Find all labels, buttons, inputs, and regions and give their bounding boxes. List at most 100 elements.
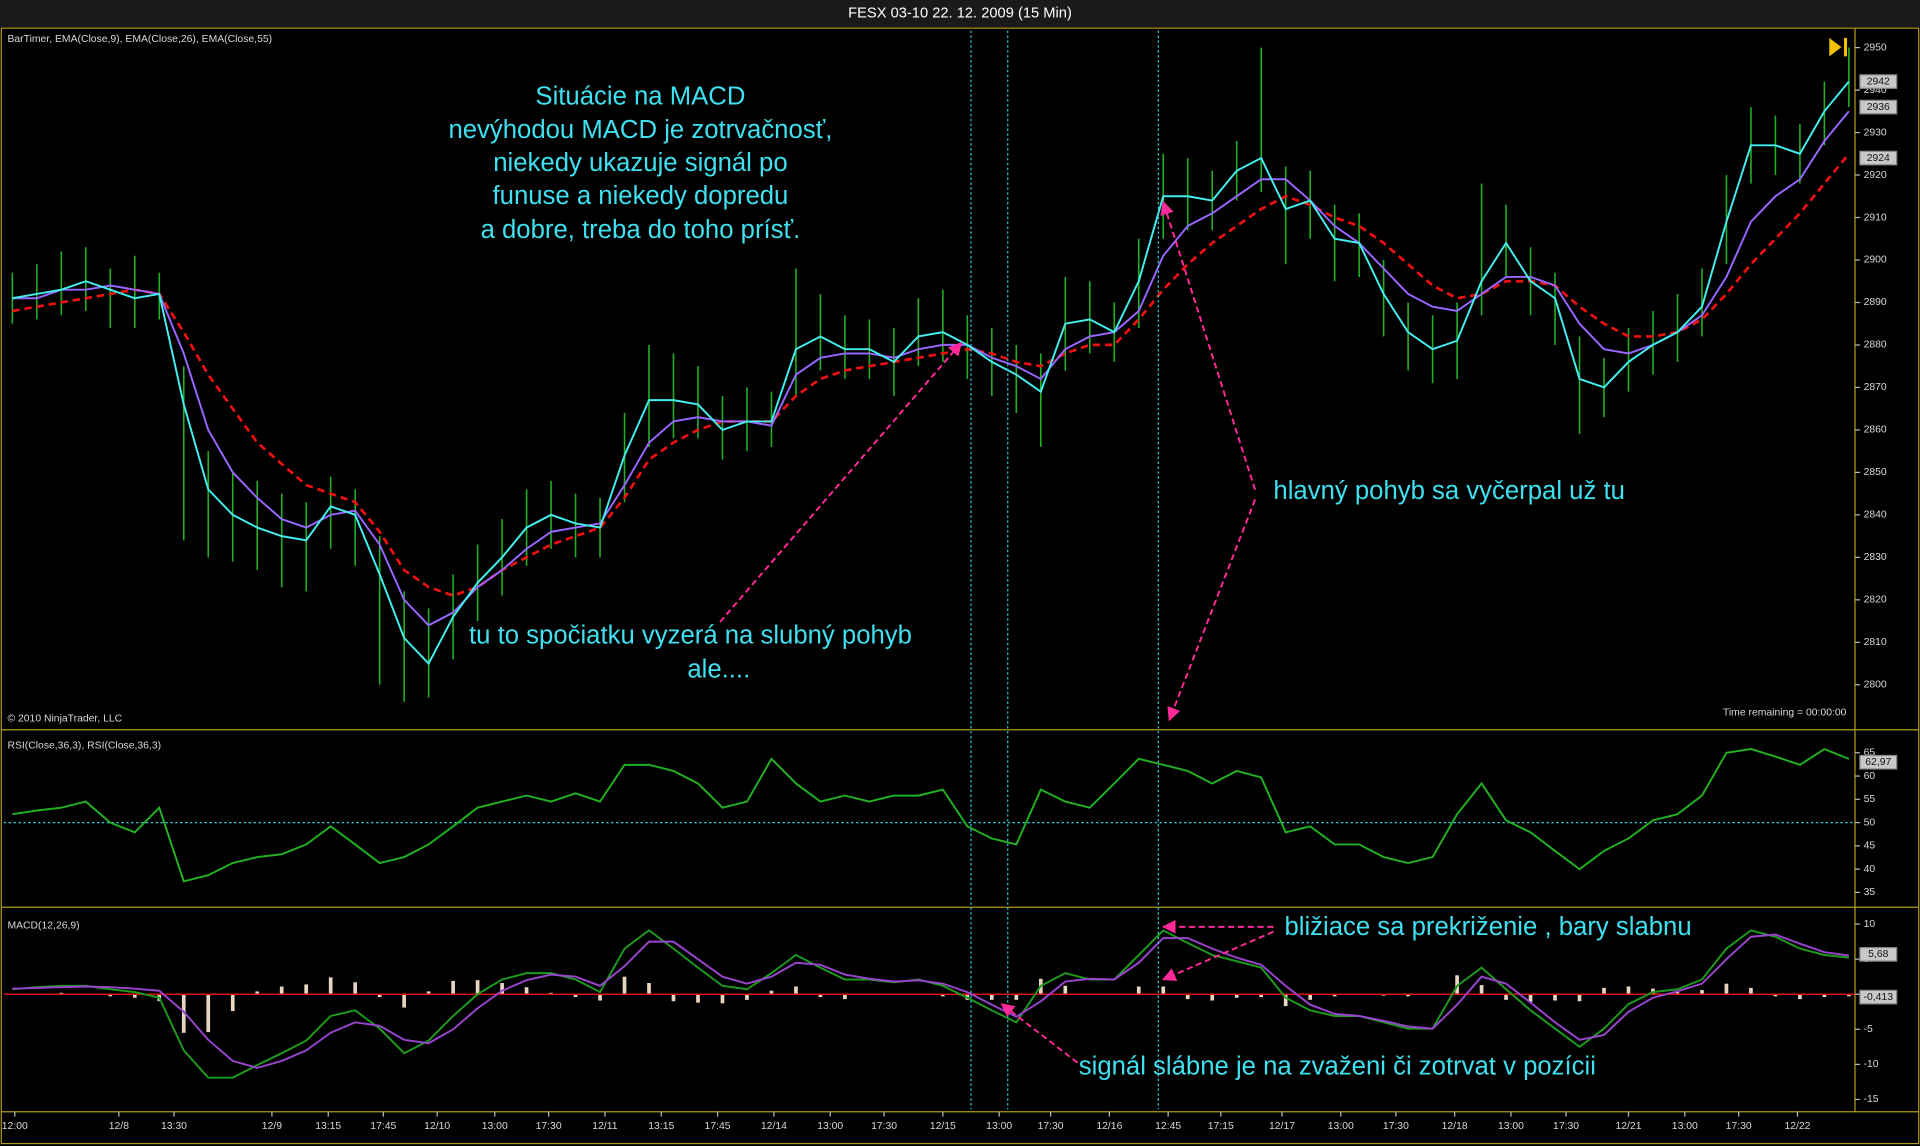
histogram-bar	[1602, 987, 1606, 995]
last-value-label: 2936	[1867, 102, 1890, 113]
annotation: niekedy ukazuje signál po	[493, 149, 787, 177]
x-tick-label: 13:15	[648, 1121, 674, 1132]
histogram-bar	[206, 994, 211, 1033]
last-value-label: 62,97	[1865, 757, 1891, 768]
histogram-bar	[1798, 994, 1802, 1000]
y-tick-label: 2810	[1864, 637, 1887, 648]
x-tick-label: 12/15	[930, 1121, 956, 1132]
histogram-bar	[745, 994, 749, 1000]
y-tick-label: 2860	[1864, 425, 1887, 436]
y-tick-label: 2880	[1864, 340, 1887, 351]
x-tick-label: 12/14	[761, 1121, 787, 1132]
histogram-bar	[1822, 994, 1827, 998]
histogram-bar	[622, 976, 627, 995]
x-tick-label: 17:30	[1553, 1121, 1579, 1132]
y-tick-label: 2870	[1864, 382, 1887, 393]
arrow	[719, 341, 963, 623]
last-value-label: 5,68	[1868, 949, 1888, 960]
last-value-box	[1859, 99, 1898, 115]
x-tick-label: 17:45	[705, 1121, 731, 1132]
x-tick-label: 13:00	[1328, 1121, 1354, 1132]
y-tick-label: 2920	[1864, 170, 1887, 181]
last-value-box	[1859, 150, 1898, 166]
histogram-bar	[1332, 994, 1337, 997]
histogram-bar	[304, 984, 309, 995]
series-line	[12, 110, 1850, 627]
histogram-bar	[353, 982, 358, 995]
play-icon	[1843, 37, 1848, 57]
arrow	[1000, 1003, 1079, 1064]
histogram-bar	[377, 994, 382, 998]
x-tick-label: 13:00	[1498, 1121, 1524, 1132]
histogram-bar	[1308, 994, 1313, 1000]
series-line	[12, 747, 1850, 883]
histogram-bar	[1626, 986, 1631, 995]
histogram-bar	[1528, 994, 1533, 1002]
histogram-bar	[941, 994, 945, 997]
histogram-bar	[1749, 987, 1753, 995]
histogram-bar	[1259, 994, 1264, 998]
histogram-bar	[1504, 994, 1508, 1000]
last-value-box	[1859, 947, 1898, 962]
y-tick-label: 2890	[1864, 297, 1887, 308]
histogram-bar	[1283, 994, 1288, 1007]
histogram-bar	[1210, 994, 1215, 1001]
x-tick-label: 12/16	[1096, 1121, 1122, 1132]
y-tick-label: 60	[1864, 771, 1876, 782]
indicator-label: BarTimer, EMA(Close,9), EMA(Close,26), E…	[7, 34, 272, 45]
x-tick-label: 12/11	[592, 1121, 617, 1132]
histogram-bar	[524, 987, 529, 995]
annotation: signál slábne je na zvaženi či zotrvat v…	[1079, 1052, 1596, 1080]
y-tick-label: 50	[1864, 817, 1876, 828]
x-tick-label: 17:45	[370, 1121, 396, 1132]
last-value-box	[1859, 74, 1898, 89]
y-tick-label: 2800	[1864, 680, 1887, 691]
x-tick-label: 17:30	[536, 1121, 562, 1132]
histogram-bar	[230, 994, 235, 1012]
x-tick-label: 12/10	[424, 1121, 450, 1132]
histogram-bar	[1847, 994, 1851, 997]
last-value-label: 2924	[1867, 153, 1890, 164]
histogram-bar	[255, 991, 260, 995]
annotation: tu to spočiatku vyzerá na slubný pohyb	[469, 621, 912, 649]
histogram-bar	[1185, 994, 1190, 1000]
y-tick-label: 65	[1864, 748, 1876, 759]
y-tick-label: -15	[1864, 1094, 1879, 1105]
x-tick-label: 13:00	[817, 1121, 843, 1132]
y-tick-label: 2820	[1864, 595, 1887, 606]
y-tick-label: -10	[1864, 1059, 1879, 1070]
histogram-bar	[1773, 994, 1778, 997]
histogram-bar	[1700, 990, 1704, 995]
x-tick-label: 12/18	[1442, 1121, 1468, 1132]
title-bar	[0, 0, 1920, 27]
last-value-box	[1859, 989, 1898, 1005]
histogram-bar	[181, 994, 186, 1033]
x-tick-label: 13:00	[1672, 1121, 1698, 1132]
histogram-bar	[1063, 985, 1068, 995]
histogram-bar	[1577, 994, 1582, 1002]
series-line	[12, 152, 1850, 597]
annotation: bližiace sa prekriženie , bary slabnu	[1284, 913, 1691, 941]
histogram-bar	[671, 994, 676, 1002]
y-tick-label: 2910	[1864, 212, 1887, 223]
x-tick-label: 12/22	[1784, 1121, 1810, 1132]
histogram-bar	[500, 982, 504, 995]
histogram-bar	[1161, 986, 1166, 995]
x-tick-label: 17:30	[1038, 1121, 1064, 1132]
histogram-bar	[108, 994, 113, 997]
histogram-bar	[132, 994, 137, 998]
histogram-bar	[647, 982, 651, 995]
histogram-bar	[451, 980, 455, 995]
x-tick-label: 17:30	[1726, 1121, 1752, 1132]
indicator-label: MACD(12,26,9)	[7, 920, 79, 931]
last-value-label: 2942	[1867, 76, 1890, 87]
y-tick-label: 35	[1864, 887, 1876, 898]
annotation: a dobre, treba do toho prísť.	[481, 216, 801, 244]
histogram-bar	[475, 980, 480, 995]
histogram-bar	[598, 994, 602, 1001]
histogram-bar	[843, 994, 847, 1000]
series-line	[12, 933, 1850, 1069]
arrow	[1161, 930, 1274, 981]
histogram-bar	[1675, 992, 1680, 995]
